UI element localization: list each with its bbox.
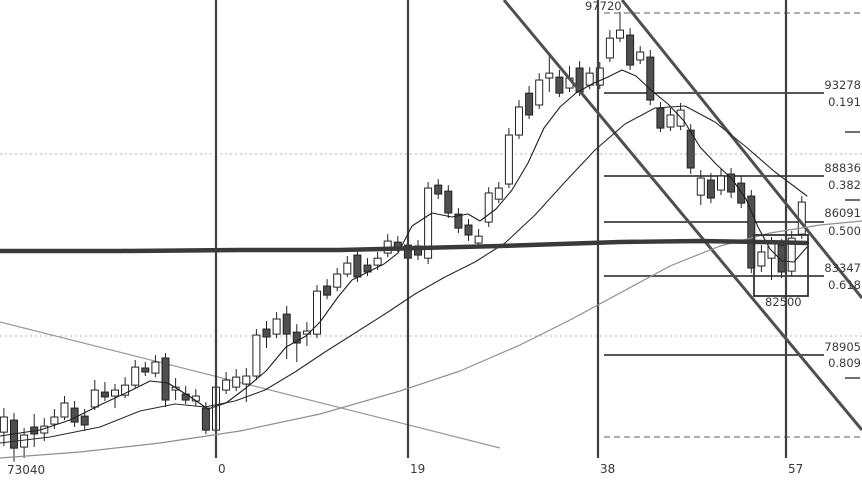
- fib-price-label-0809: 78905: [824, 340, 861, 354]
- candle-bearish: [80, 415, 89, 426]
- candle-bullish: [333, 273, 342, 288]
- candle-bullish: [595, 67, 604, 86]
- candle-bullish: [504, 134, 513, 185]
- candle-bullish: [151, 361, 160, 374]
- fib-price-label-0382: 88836: [824, 161, 861, 175]
- ma-fast-line: [0, 69, 808, 437]
- candle-bullish: [696, 177, 705, 196]
- candle-bullish: [424, 187, 433, 259]
- fib-price-label-0500: 86091: [824, 206, 861, 220]
- fib-ratio-label-0382: 0.382: [828, 178, 861, 192]
- x-axis-label-19: 19: [410, 462, 426, 476]
- candle-bearish: [70, 407, 79, 423]
- descending-channel-trendline: [620, 0, 862, 299]
- candle-bearish: [141, 367, 150, 373]
- candle-bullish: [302, 330, 311, 335]
- descending-channel-trendline: [502, 0, 862, 431]
- candle-bullish: [666, 114, 675, 128]
- candle-bearish: [161, 357, 170, 401]
- candle-bullish: [494, 187, 503, 200]
- candle-bullish: [373, 257, 382, 266]
- candle-bearish: [434, 184, 443, 195]
- candle-bearish: [626, 34, 635, 66]
- candle-bullish: [605, 37, 614, 59]
- candle-bullish: [616, 29, 624, 39]
- candle-bullish: [60, 402, 69, 418]
- fib-ratio-label-0618: 0.618: [828, 278, 861, 292]
- candle-bearish: [706, 179, 715, 199]
- candle-bearish: [555, 76, 564, 94]
- candle-bearish: [686, 129, 695, 169]
- candle-bearish: [747, 195, 756, 269]
- ma-med-line: [0, 105, 808, 444]
- swing-high-price-label: 97720: [585, 0, 622, 13]
- candle-bearish: [323, 285, 332, 296]
- x-axis-label-0: 0: [218, 462, 226, 476]
- candle-bullish: [242, 375, 251, 385]
- candle-bullish: [50, 416, 59, 425]
- candle-bullish: [131, 366, 140, 386]
- consolidation-box[interactable]: [753, 234, 809, 297]
- candle-bearish: [656, 107, 665, 129]
- candle-bullish: [787, 237, 796, 272]
- fib-price-label-0618: 83347: [824, 261, 861, 275]
- candle-bullish: [585, 72, 594, 86]
- candle-bullish: [121, 384, 130, 396]
- candle-bullish: [343, 262, 352, 275]
- candle-bearish: [292, 331, 301, 344]
- candle-bearish: [454, 213, 463, 229]
- candle-bullish: [535, 79, 544, 106]
- candle-bullish: [636, 51, 645, 61]
- candle-bullish: [232, 376, 241, 388]
- fib-ratio-label-0500: 0.500: [828, 224, 861, 238]
- candle-bearish: [444, 190, 453, 214]
- candle-bearish: [464, 224, 473, 236]
- candle-bearish: [282, 313, 291, 335]
- candle-bullish: [0, 416, 8, 433]
- x-axis-label-38: 38: [600, 462, 616, 476]
- candle-bearish: [525, 92, 534, 116]
- candle-bullish: [90, 389, 99, 408]
- candle-bullish: [20, 434, 29, 448]
- box-price-label: 82500: [765, 295, 802, 309]
- candle-bearish: [353, 254, 362, 278]
- ma-thick-line: [0, 238, 810, 254]
- candle-bullish: [272, 318, 281, 335]
- candle-bullish: [111, 389, 119, 397]
- candle-bullish: [252, 334, 261, 377]
- candle-bearish: [727, 173, 736, 193]
- candle-bullish: [484, 192, 493, 223]
- candle-bullish: [545, 72, 554, 79]
- fib-price-label-0191: 93278: [824, 78, 861, 92]
- fib-ratio-label-0191: 0.191: [828, 95, 861, 109]
- swing-low-price-label: 73040: [7, 463, 46, 477]
- candle-bullish: [474, 235, 483, 244]
- candle-bullish: [222, 379, 231, 391]
- candle-bullish: [717, 175, 725, 191]
- candle-bullish: [515, 106, 523, 136]
- candle-bearish: [201, 407, 210, 431]
- candle-bearish: [737, 182, 746, 204]
- fib-ratio-label-0809: 0.809: [828, 356, 861, 370]
- candle-bearish: [262, 328, 271, 338]
- candle-bearish: [646, 56, 655, 101]
- x-axis-label-57: 57: [788, 462, 804, 476]
- candle-bullish: [757, 251, 766, 267]
- candle-bullish: [313, 290, 321, 335]
- candle-bearish: [100, 391, 109, 398]
